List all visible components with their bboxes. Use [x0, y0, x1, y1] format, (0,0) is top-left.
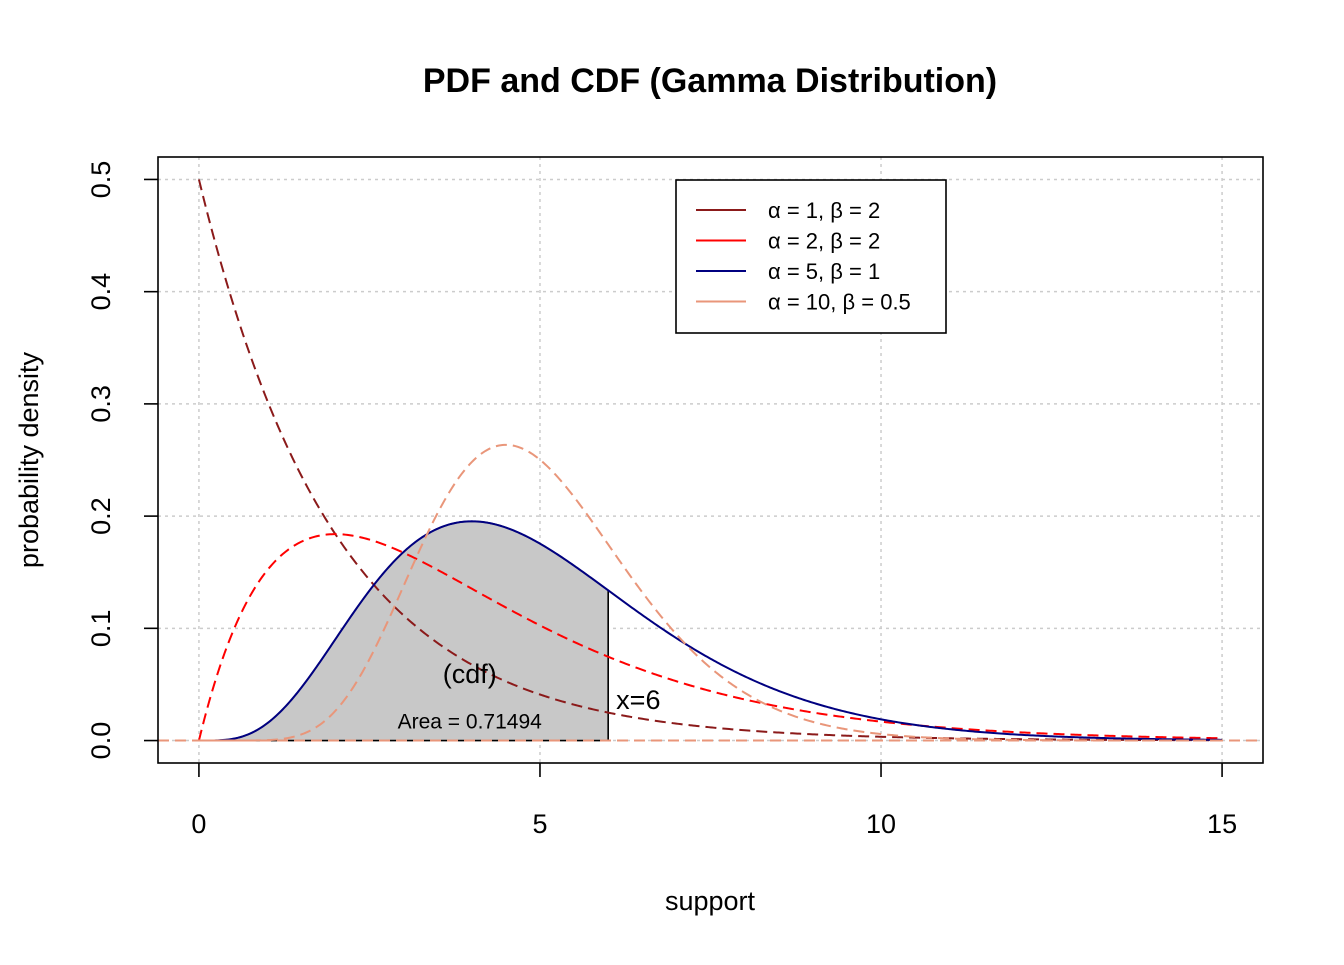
x-tick-label: 5 — [532, 809, 547, 839]
series-line-3 — [198, 520, 1223, 742]
x-marker-label: x=6 — [616, 685, 660, 715]
x-axis-label: support — [665, 886, 756, 916]
legend: α = 1, β = 2 α = 2, β = 2 α = 5, β = 1 α = … — [675, 179, 947, 334]
plot-frame — [157, 156, 1264, 764]
series-line-2 — [197, 533, 1223, 741]
y-tick-label: 0.2 — [86, 497, 116, 535]
axes: 0 5 10 15 0.0 0.1 0.2 0.3 0.4 0.5 — [86, 156, 1264, 839]
legend-entry-2: α = 2, β = 2 — [768, 229, 880, 254]
x-tick-label: 15 — [1207, 809, 1237, 839]
area-label: Area = 0.71494 — [398, 710, 543, 733]
legend-entry-3: α = 5, β = 1 — [768, 259, 880, 284]
y-axis-label: probability density — [14, 351, 44, 568]
cdf-label: (cdf) — [443, 659, 497, 689]
x-tick-label: 10 — [866, 809, 896, 839]
y-tick-label: 0.5 — [86, 161, 116, 199]
series-line-4 — [198, 443, 1223, 742]
series-lines — [158, 179, 1263, 742]
cdf-shaded-region — [196, 520, 609, 742]
legend-box — [675, 179, 947, 334]
y-tick-label: 0.1 — [86, 610, 116, 648]
y-tick-label: 0.4 — [86, 273, 116, 311]
series-line-1 — [197, 179, 1223, 742]
y-tick-label: 0.0 — [86, 722, 116, 760]
legend-entry-4: α = 10, β = 0.5 — [768, 290, 911, 315]
cdf-area-polygon — [196, 520, 609, 742]
annotations: (cdf) Area = 0.71494 x=6 — [398, 659, 661, 733]
y-tick-label: 0.3 — [86, 385, 116, 423]
x-tick-label: 0 — [191, 809, 206, 839]
legend-entry-1: α = 1, β = 2 — [768, 198, 880, 223]
chart-title: PDF and CDF (Gamma Distribution) — [423, 62, 997, 100]
